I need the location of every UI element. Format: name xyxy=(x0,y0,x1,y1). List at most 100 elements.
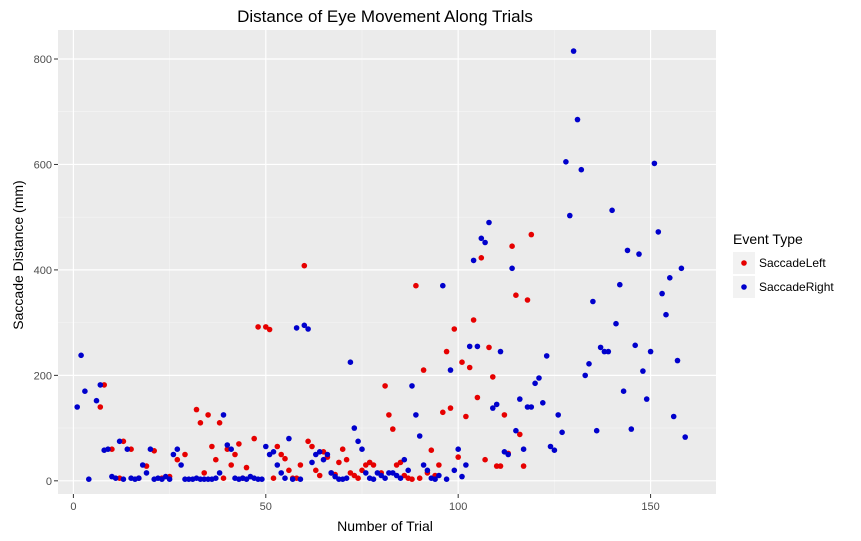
data-point xyxy=(470,317,477,323)
data-point xyxy=(540,400,546,406)
data-point xyxy=(259,476,265,483)
data-point xyxy=(74,404,80,410)
x-tick-label: 50 xyxy=(260,501,272,513)
data-point xyxy=(451,467,458,474)
y-tick-label: 600 xyxy=(34,159,52,171)
data-point xyxy=(490,405,496,411)
data-point xyxy=(216,470,223,476)
legend: Event Type SaccadeLeft SaccadeRight xyxy=(733,231,834,298)
data-point xyxy=(297,462,304,468)
data-point xyxy=(617,281,623,288)
data-point xyxy=(640,368,646,374)
data-point xyxy=(347,359,354,366)
data-point xyxy=(236,441,242,447)
data-point xyxy=(309,443,315,450)
data-point xyxy=(605,348,612,355)
data-point xyxy=(124,446,131,453)
data-point xyxy=(436,472,442,479)
chart-title: Distance of Eye Movement Along Trials xyxy=(237,7,533,26)
data-point xyxy=(463,413,469,420)
data-point xyxy=(413,412,419,418)
y-tick-label: 800 xyxy=(34,54,52,66)
data-point xyxy=(513,292,519,299)
data-point xyxy=(301,322,308,329)
data-point xyxy=(316,449,323,455)
data-point xyxy=(597,344,604,351)
data-point xyxy=(209,443,215,450)
data-point xyxy=(97,382,104,388)
data-point xyxy=(193,406,200,413)
data-point xyxy=(420,367,427,373)
data-point xyxy=(82,388,88,395)
data-point xyxy=(436,462,442,468)
data-point xyxy=(593,427,600,434)
data-point xyxy=(443,348,450,355)
data-point xyxy=(266,326,273,333)
data-point xyxy=(428,447,435,454)
data-point xyxy=(470,257,477,264)
data-point xyxy=(393,472,400,479)
data-point xyxy=(413,282,419,289)
data-point xyxy=(136,475,142,482)
y-tick-label: 0 xyxy=(46,476,52,488)
y-axis-title: Saccade Distance (mm) xyxy=(10,180,26,329)
data-point xyxy=(401,456,408,463)
data-point xyxy=(455,454,462,460)
data-point xyxy=(466,364,473,371)
x-axis-title: Number of Trial xyxy=(337,518,433,534)
data-point xyxy=(286,435,292,442)
data-point xyxy=(97,404,104,410)
data-point xyxy=(378,472,385,479)
data-point xyxy=(305,438,311,445)
data-point xyxy=(86,476,92,483)
data-point xyxy=(440,282,446,289)
data-point xyxy=(201,470,207,476)
data-point xyxy=(266,451,273,458)
data-point xyxy=(166,476,173,483)
data-point xyxy=(463,462,469,468)
data-point xyxy=(628,426,635,432)
data-point xyxy=(274,462,281,468)
data-point xyxy=(570,48,577,54)
data-point xyxy=(201,476,207,483)
data-point xyxy=(78,352,84,359)
data-points xyxy=(74,48,688,483)
legend-label: SaccadeRight xyxy=(759,280,834,294)
y-axis: 0 200 400 600 800 xyxy=(34,54,58,488)
data-point xyxy=(501,412,508,418)
x-tick-label: 0 xyxy=(70,501,76,513)
data-point xyxy=(174,456,181,463)
data-point xyxy=(328,470,335,476)
legend-marker xyxy=(741,284,747,290)
data-point xyxy=(286,467,292,474)
data-point xyxy=(339,446,346,453)
grid-minor xyxy=(58,30,716,494)
data-point xyxy=(370,462,377,468)
data-point xyxy=(382,475,388,482)
legend-title: Event Type xyxy=(733,231,803,247)
data-point xyxy=(293,325,300,331)
data-point xyxy=(282,455,288,462)
y-tick-label: 400 xyxy=(34,265,52,277)
data-point xyxy=(620,388,627,395)
data-point xyxy=(213,456,219,463)
data-point xyxy=(424,467,431,474)
data-point xyxy=(447,367,454,373)
data-point xyxy=(478,254,485,261)
data-point xyxy=(651,160,658,167)
data-point xyxy=(305,326,311,332)
data-point xyxy=(482,239,488,246)
data-point xyxy=(440,409,446,416)
data-point xyxy=(112,475,119,482)
data-point xyxy=(220,412,227,418)
legend-items: SaccadeLeft SaccadeRight xyxy=(733,252,834,298)
data-point xyxy=(336,459,342,466)
data-point xyxy=(232,451,238,458)
data-point xyxy=(443,476,450,483)
data-point xyxy=(632,342,638,349)
data-point xyxy=(397,475,404,482)
data-point xyxy=(289,476,296,483)
data-point xyxy=(386,412,392,418)
data-point xyxy=(420,462,427,468)
